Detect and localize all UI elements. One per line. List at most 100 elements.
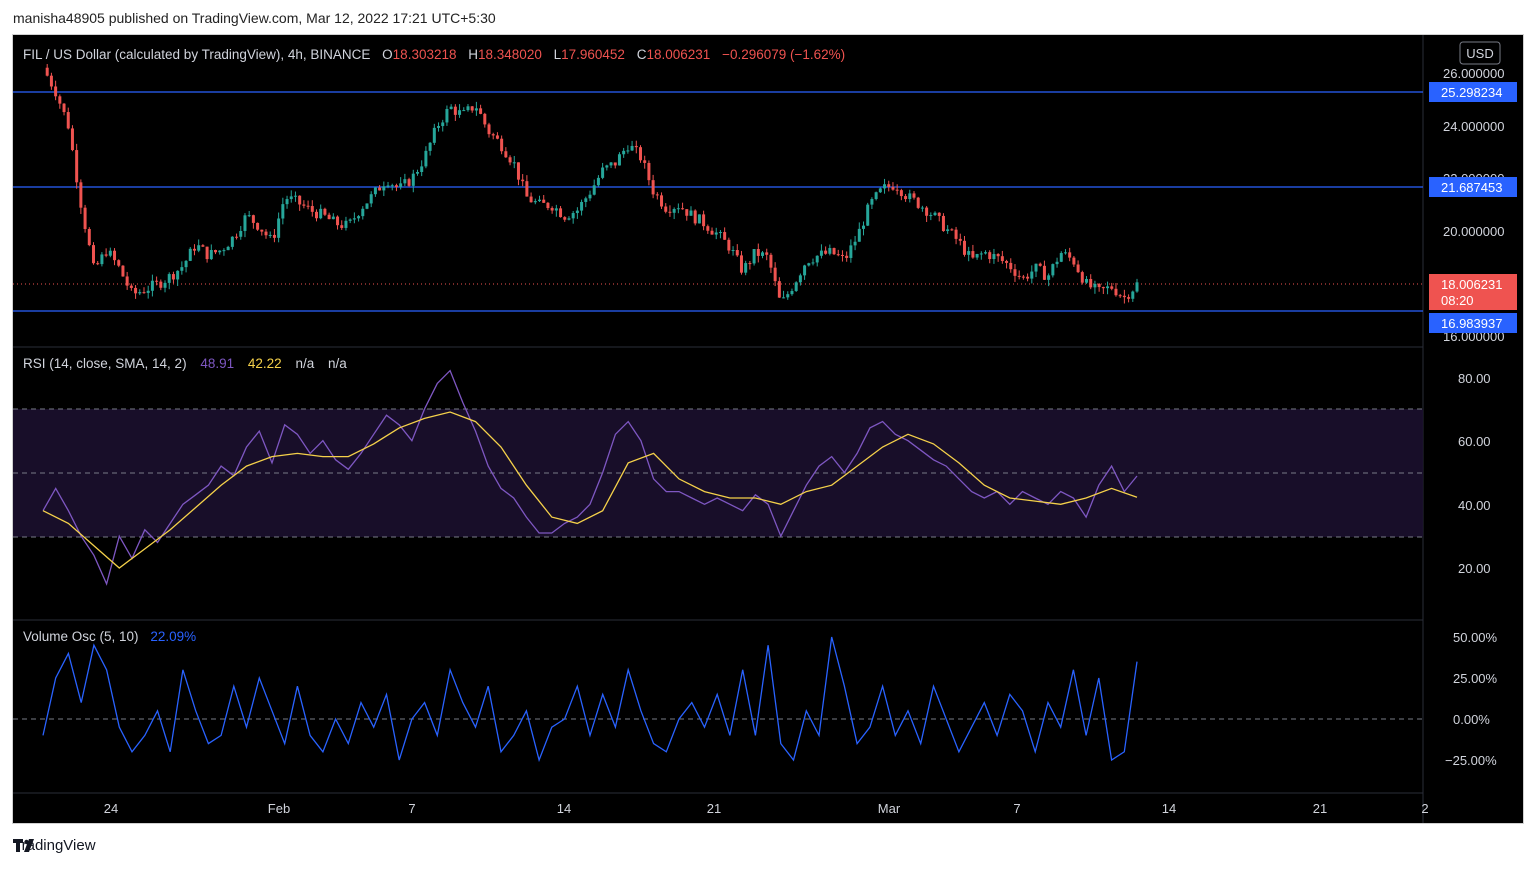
candle-body[interactable] [596,177,600,186]
candle-body[interactable] [214,250,218,253]
candle-body[interactable] [714,232,718,235]
candle-body[interactable] [441,122,445,127]
candle-body[interactable] [941,215,945,232]
candle-body[interactable] [163,282,167,288]
candle-body[interactable] [790,290,794,295]
candle-body[interactable] [512,162,516,164]
osc-legend[interactable]: Volume Osc (5, 10) 22.09% [23,629,196,644]
candle-body[interactable] [171,274,175,280]
candle-body[interactable] [369,194,373,204]
candle-body[interactable] [1097,283,1101,288]
rsi-sma-line[interactable] [42,411,1138,569]
candle-body[interactable] [554,208,558,211]
chart-frame[interactable]: FIL / US Dollar (calculated by TradingVi… [12,34,1524,824]
candle-body[interactable] [104,254,108,256]
candle-body[interactable] [159,281,163,288]
candle-body[interactable] [500,138,504,152]
candle-body[interactable] [226,246,230,251]
candle-body[interactable] [836,254,840,256]
candle-body[interactable] [950,229,954,231]
candle-body[interactable] [916,197,920,208]
candle-body[interactable] [521,179,525,182]
candle-body[interactable] [382,186,386,191]
candle-body[interactable] [769,254,773,268]
currency-button[interactable]: USD [1459,41,1501,65]
candle-body[interactable] [1038,263,1042,266]
candle-body[interactable] [689,210,693,216]
rsi-legend[interactable]: RSI (14, close, SMA, 14, 2) 48.91 42.22 … [23,356,347,371]
candle-body[interactable] [205,246,209,260]
candle-body[interactable] [243,215,247,231]
candle-body[interactable] [992,254,996,260]
candle-body[interactable] [672,209,676,213]
candle-body[interactable] [849,245,853,258]
candle-body[interactable] [239,230,243,237]
candle-body[interactable] [100,254,104,265]
candle-body[interactable] [559,208,563,218]
candle-body[interactable] [529,196,533,203]
candle-body[interactable] [272,234,276,238]
candle-body[interactable] [756,249,760,256]
candle-body[interactable] [256,222,260,230]
candle-body[interactable] [988,252,992,260]
rsi-axis[interactable]: 80.00 60.00 40.00 20.00 [1458,371,1491,576]
candle-body[interactable] [891,186,895,190]
candle-body[interactable] [83,207,87,230]
candle-body[interactable] [302,204,306,206]
candle-body[interactable] [201,245,205,247]
candle-body[interactable] [1013,269,1017,276]
candle-body[interactable] [1135,282,1139,292]
candle-body[interactable] [403,179,407,184]
candle-body[interactable] [815,255,819,263]
candle-body[interactable] [1127,297,1131,299]
candle-body[interactable] [962,240,966,255]
candle-body[interactable] [184,260,188,268]
candle-body[interactable] [399,183,403,187]
candle-body[interactable] [811,262,815,264]
candle-body[interactable] [904,196,908,200]
candle-body[interactable] [150,280,154,291]
candle-body[interactable] [685,209,689,216]
candle-body[interactable] [264,231,268,236]
candle-body[interactable] [525,181,529,197]
candle-body[interactable] [70,128,74,151]
candle-body[interactable] [138,292,142,294]
candle-body[interactable] [146,290,150,293]
candle-body[interactable] [420,166,424,172]
candle-body[interactable] [298,195,302,205]
candle-body[interactable] [437,126,441,128]
candle-body[interactable] [630,145,634,151]
candle-body[interactable] [731,250,735,252]
candle-body[interactable] [1042,265,1046,280]
candle-body[interactable] [209,250,213,260]
candle-body[interactable] [508,157,512,163]
candle-body[interactable] [676,208,680,210]
candle-body[interactable] [866,204,870,226]
candle-body[interactable] [803,265,807,276]
candle-body[interactable] [765,252,769,255]
candle-body[interactable] [651,180,655,195]
candle-body[interactable] [1055,261,1059,265]
candle-body[interactable] [344,220,348,228]
candle-body[interactable] [752,249,756,264]
candle-body[interactable] [744,263,748,273]
candle-body[interactable] [336,216,340,226]
candle-body[interactable] [260,229,264,232]
candle-body[interactable] [504,151,508,158]
candle-body[interactable] [479,108,483,114]
candle-body[interactable] [975,254,979,258]
symbol-legend[interactable]: FIL / US Dollar (calculated by TradingVi… [23,47,845,62]
candle-body[interactable] [979,253,983,255]
candle-body[interactable] [912,193,916,198]
candle-body[interactable] [462,110,466,112]
candle-body[interactable] [664,206,668,212]
candle-body[interactable] [1118,295,1122,297]
candle-body[interactable] [1076,264,1080,273]
candle-body[interactable] [655,194,659,196]
candle-body[interactable] [134,287,138,294]
candle-body[interactable] [113,250,117,261]
candle-body[interactable] [180,267,184,271]
candle-body[interactable] [466,106,470,111]
candle-body[interactable] [954,229,958,239]
candle-body[interactable] [908,193,912,200]
